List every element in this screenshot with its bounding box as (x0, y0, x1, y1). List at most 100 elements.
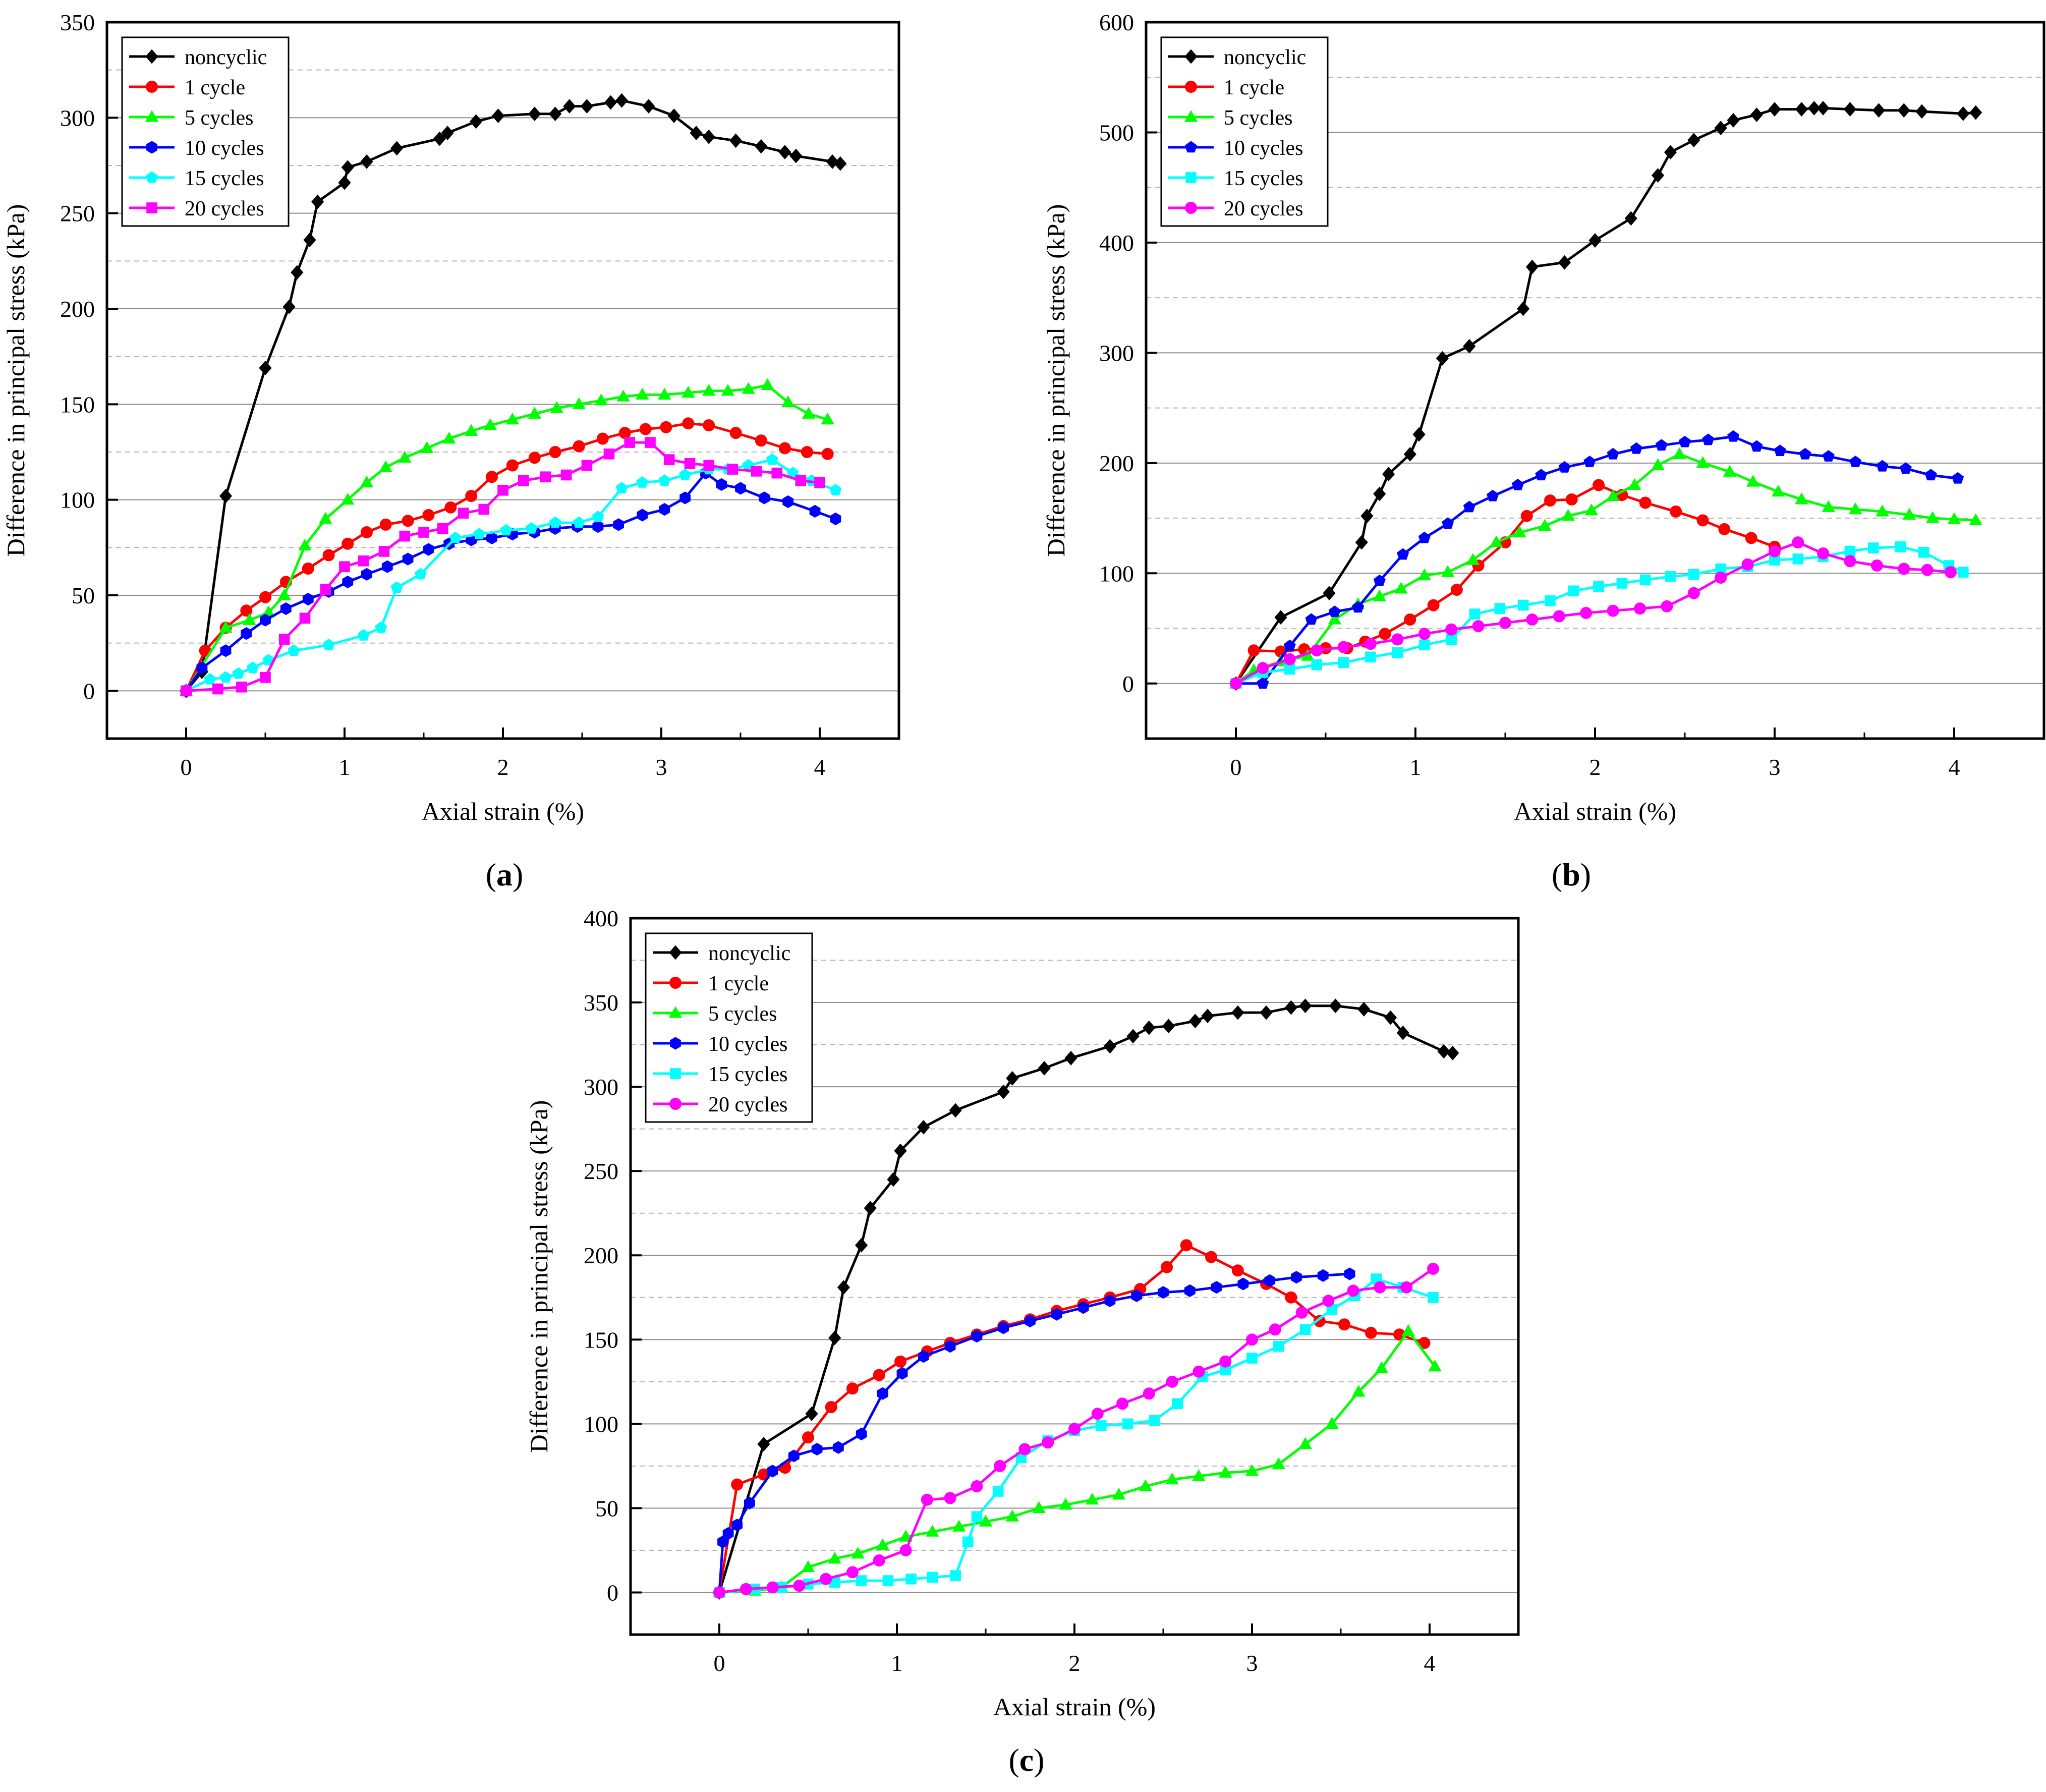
legend-label: 10 cycles (708, 1033, 787, 1056)
y-tick-label: 350 (584, 990, 618, 1016)
data-point (645, 437, 656, 448)
y-tick-label: 100 (60, 487, 95, 513)
data-point (277, 588, 291, 600)
data-point (505, 412, 520, 425)
data-point (1630, 442, 1642, 454)
data-point (1844, 555, 1856, 568)
data-point (1944, 566, 1957, 579)
data-point (1180, 1239, 1192, 1252)
data-point (441, 126, 454, 141)
data-point (1404, 613, 1416, 626)
y-tick-label: 0 (607, 1580, 618, 1605)
data-point (339, 561, 350, 572)
data-point (1068, 1423, 1081, 1435)
data-point (729, 133, 743, 148)
y-tick-label: 400 (1099, 230, 1134, 256)
data-point (1412, 427, 1426, 442)
data-point (491, 108, 505, 123)
data-point (1494, 603, 1506, 614)
data-point (820, 1573, 832, 1585)
data-point (795, 475, 807, 486)
data-point (1096, 1420, 1107, 1431)
y-tick-label: 50 (595, 1495, 618, 1521)
data-point (1384, 1010, 1397, 1025)
legend-marker (1184, 110, 1198, 122)
legend-label: 5 cycles (708, 1002, 777, 1026)
data-point (1338, 1318, 1351, 1331)
y-tick-label: 250 (584, 1158, 618, 1184)
data-point (1344, 1267, 1355, 1280)
data-point (793, 1580, 806, 1592)
x-tick-label: 4 (1949, 754, 1960, 780)
data-point (1149, 1415, 1160, 1426)
data-point (1715, 563, 1726, 575)
data-point (563, 99, 576, 114)
data-point (1769, 554, 1780, 566)
x-tick-label: 1 (339, 754, 351, 780)
data-point (1355, 535, 1368, 550)
data-point (1558, 461, 1571, 473)
data-point (1246, 1353, 1258, 1364)
y-tick-label: 400 (584, 906, 618, 931)
data-point (1374, 1281, 1386, 1294)
data-point (1298, 1437, 1312, 1449)
data-point (449, 531, 462, 543)
data-point (341, 160, 354, 175)
legend-label: 10 cycles (1224, 137, 1303, 160)
data-point (997, 1084, 1010, 1099)
data-point (801, 1560, 815, 1572)
legend-item: 5 cycles (1168, 106, 1292, 130)
data-point (864, 1201, 877, 1216)
data-point (899, 1544, 912, 1556)
series-10-cycles (714, 1267, 1355, 1599)
data-point (1051, 1308, 1062, 1321)
data-point (1607, 604, 1619, 617)
data-point (1947, 512, 1961, 524)
series-15-cycles (1230, 541, 1969, 689)
data-point (260, 613, 271, 627)
data-point (727, 464, 738, 475)
data-point (616, 389, 630, 402)
data-point (1245, 1464, 1259, 1476)
x-tick-label: 0 (714, 1650, 725, 1676)
data-point (1219, 1355, 1232, 1368)
data-point (1230, 677, 1242, 690)
x-tick-label: 1 (1410, 754, 1422, 780)
data-point (470, 114, 483, 129)
y-tick-label: 350 (60, 10, 95, 35)
data-point (1143, 1020, 1156, 1035)
legend: noncyclic 1 cycle 5 cycles 10 cycles 15 cycl… (1160, 36, 1329, 227)
legend-label: 15 cycles (1224, 167, 1303, 190)
data-point (717, 1535, 728, 1548)
data-point (1745, 532, 1757, 544)
series-line (1234, 106, 1976, 685)
data-point (782, 495, 794, 509)
data-point (1568, 585, 1579, 597)
data-point (1727, 113, 1740, 128)
data-point (1172, 1398, 1183, 1410)
data-point (1795, 102, 1808, 117)
data-point (1445, 623, 1458, 636)
legend-item: 10 cycles (653, 1033, 787, 1056)
data-point (1018, 1443, 1031, 1455)
x-tick-label: 2 (497, 754, 509, 780)
legend-item: 10 cycles (129, 137, 264, 160)
legend-label: 15 cycles (185, 167, 264, 190)
data-point (828, 1330, 841, 1346)
data-point (1822, 450, 1835, 462)
data-point (1352, 601, 1365, 613)
series-1-cycle (180, 417, 834, 697)
data-point (1588, 233, 1602, 248)
data-point (1715, 572, 1727, 584)
data-point (731, 1478, 744, 1491)
data-point (1490, 535, 1503, 547)
data-point (681, 385, 695, 398)
data-point (805, 1406, 818, 1421)
data-point (766, 1581, 779, 1594)
data-point (240, 604, 253, 617)
data-point (422, 509, 435, 521)
data-point (1450, 584, 1463, 596)
data-point (1441, 565, 1455, 577)
data-point (573, 440, 585, 453)
legend-marker (668, 1006, 683, 1018)
